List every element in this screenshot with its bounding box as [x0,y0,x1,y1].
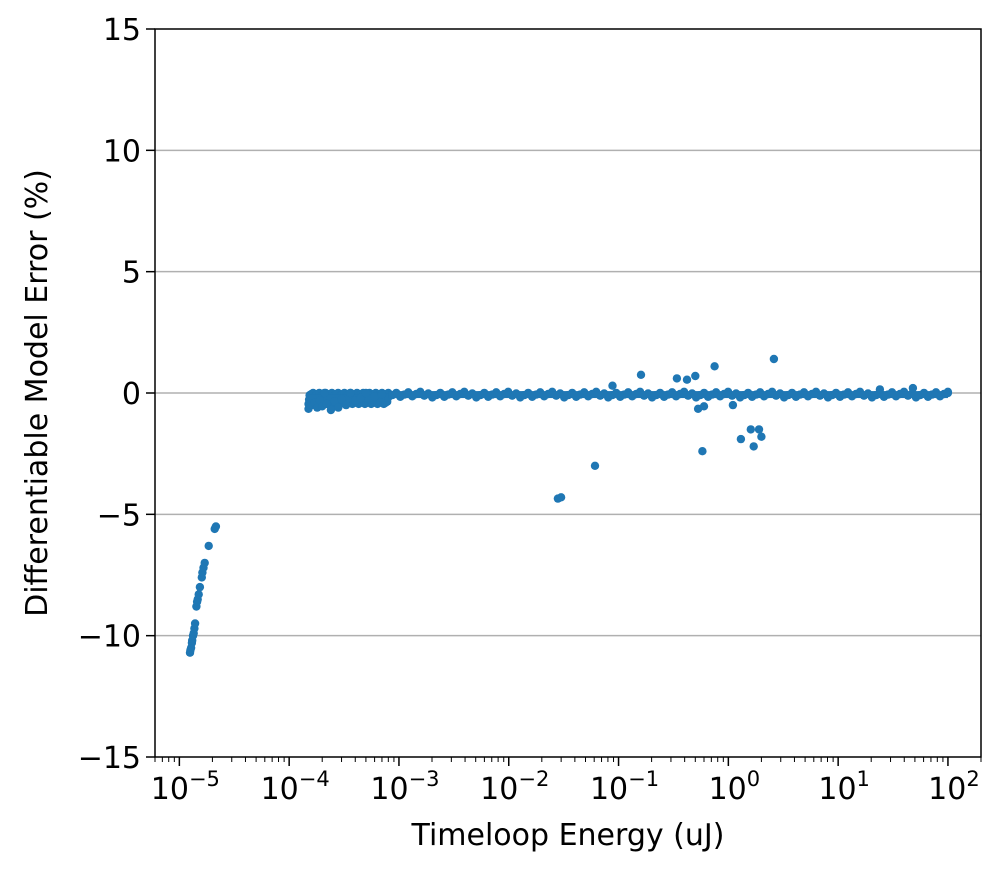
data-point [195,582,205,592]
data-point [341,400,351,410]
data-point [377,390,387,399]
y-tick-label: −15 [78,741,141,776]
x-tick-label: 100 [709,767,761,807]
x-tick-label: 101 [818,767,870,807]
data-point [754,425,764,434]
y-tick-label: 5 [122,256,141,291]
data-point [728,400,738,410]
data-point [749,442,758,451]
data-point [200,558,209,568]
data-point [699,402,709,411]
data-point [204,541,213,551]
data-point [875,385,885,394]
data-point [370,392,379,401]
data-point [337,394,346,404]
data-point [211,522,221,531]
data-point [736,434,746,444]
x-axis-label: Timeloop Energy (uJ) [411,818,725,853]
data-point-band [308,394,389,402]
data-point [636,370,646,379]
data-point [190,619,200,628]
x-tick-label: 10−4 [261,767,330,807]
y-axis-ticks: 15 10 5 0 −5 −10 −15 [78,13,155,776]
y-tick-label: −5 [97,498,141,533]
x-tick-label: 102 [928,767,980,807]
data-point [682,375,692,384]
y-tick-label: 15 [103,13,141,48]
data-point [320,388,329,398]
data-point [710,362,719,371]
data-point [556,493,566,502]
data-point [908,383,918,393]
y-tick-label: −10 [78,620,141,655]
data-point [769,354,779,364]
data-point [943,388,953,398]
data-point [757,432,766,441]
data-point [194,590,203,599]
data-point [361,388,371,398]
x-tick-label: 10−1 [590,767,659,807]
data-point [691,371,700,381]
data-point [322,399,331,409]
y-tick-label: 0 [122,377,141,412]
y-tick-label: 10 [103,134,141,169]
x-tick-label: 10−5 [151,767,220,807]
data-point [672,374,682,383]
data-point [746,425,755,434]
data-point [590,461,600,470]
y-axis-label: Differentiable Model Error (%) [20,169,55,617]
data-point [608,381,617,390]
x-tick-label: 10−2 [480,767,549,807]
data-point [330,397,339,406]
data-point [698,447,707,456]
data-point [346,388,355,398]
x-axis-ticks: 10−5 10−4 10−3 10−2 10−1 100 101 102 [151,757,982,807]
data-point-band [388,391,948,399]
data-point [326,405,336,415]
x-tick-label: 10−3 [370,767,439,807]
data-points [185,354,953,657]
data-point [334,403,343,412]
